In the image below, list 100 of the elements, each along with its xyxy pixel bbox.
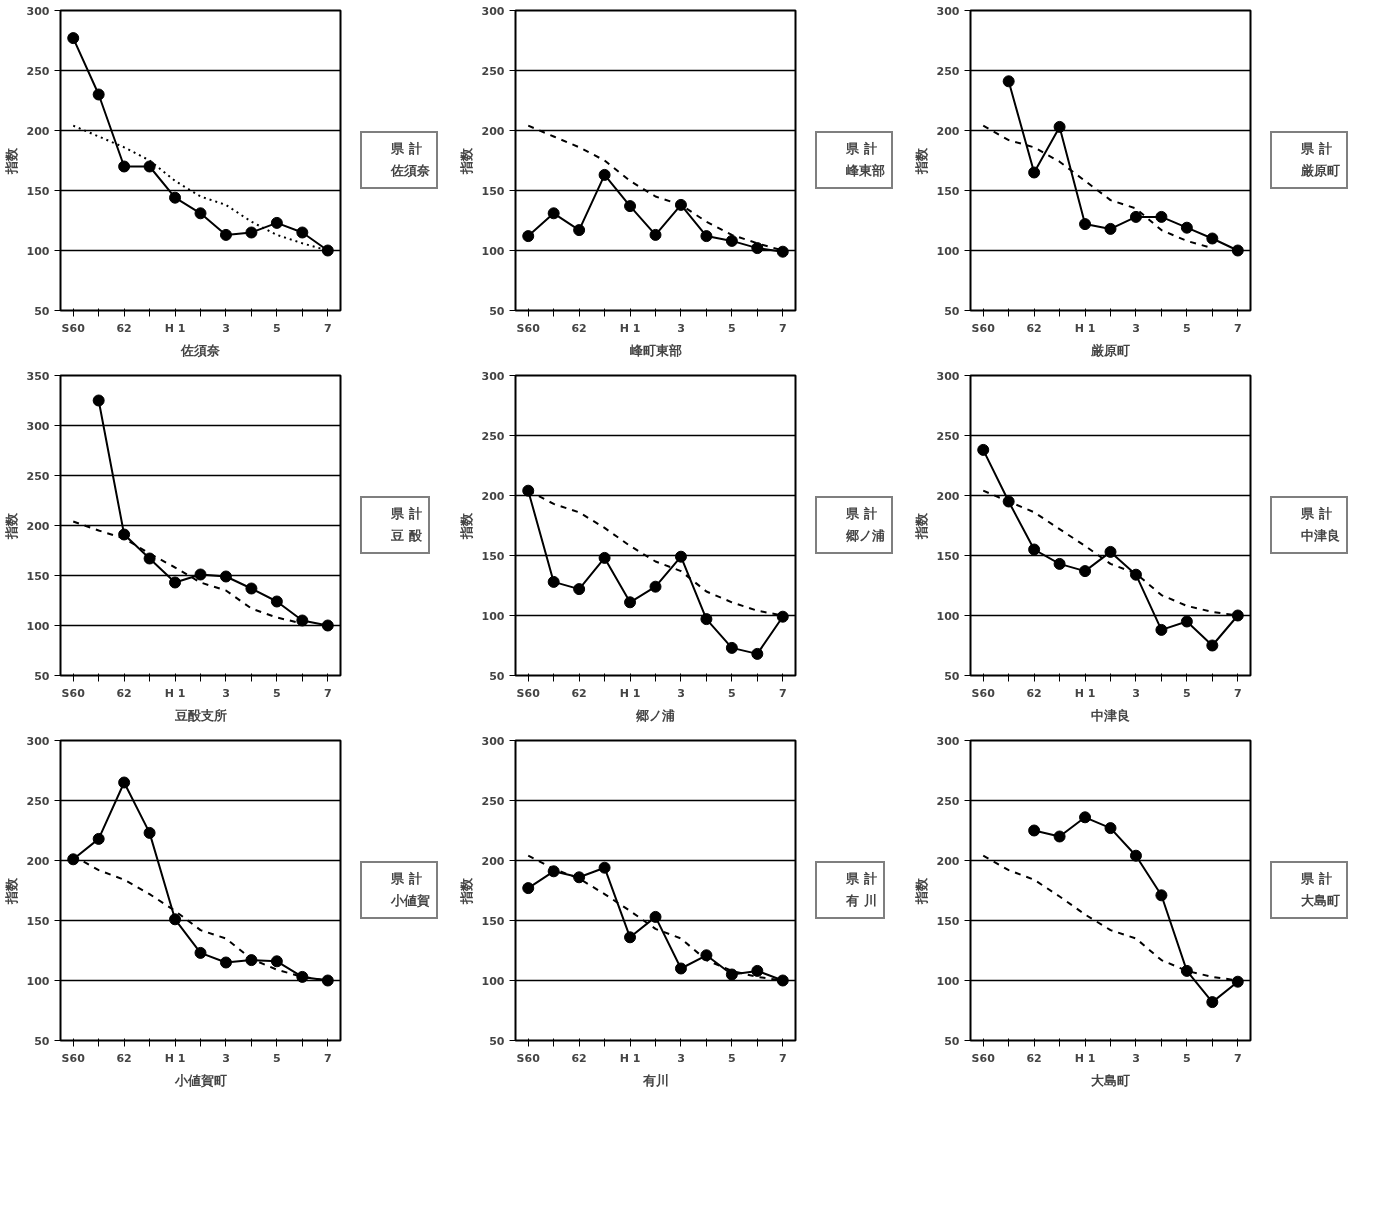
x-tick-label: 62 xyxy=(571,321,587,335)
x-tick-label: 7 xyxy=(323,1051,332,1065)
x-tick-label: 62 xyxy=(116,321,132,335)
y-tick-label: 250 xyxy=(936,794,960,808)
y-tick-label: 200 xyxy=(481,489,505,503)
x-tick-label: H 1 xyxy=(164,1051,186,1065)
x-tick-label: 7 xyxy=(323,321,332,335)
x-tick-label: 7 xyxy=(778,1051,787,1065)
x-axis-title: 有川 xyxy=(641,1072,669,1088)
x-tick-label: 5 xyxy=(728,321,736,335)
y-tick-label: 250 xyxy=(481,794,505,808)
y-tick-label: 100 xyxy=(936,974,960,988)
y-tick-label: 100 xyxy=(481,609,505,623)
y-tick-label: 100 xyxy=(481,974,505,988)
x-tick-label: 3 xyxy=(677,686,685,700)
y-tick-label: 200 xyxy=(481,854,505,868)
x-tick-label: 62 xyxy=(571,1051,587,1065)
y-tick-label: 50 xyxy=(34,304,50,318)
y-tick-label: 250 xyxy=(936,429,960,443)
y-tick-label: 50 xyxy=(489,1034,505,1048)
y-tick-label: 150 xyxy=(26,569,50,583)
x-tick-label: 62 xyxy=(1026,686,1042,700)
x-axis-title: 小値賀町 xyxy=(173,1072,227,1088)
y-tick-label: 250 xyxy=(26,794,50,808)
x-tick-label: 7 xyxy=(323,686,332,700)
x-tick-label: 62 xyxy=(116,686,132,700)
y-tick-label: 300 xyxy=(481,369,505,383)
y-tick-label: 50 xyxy=(489,304,505,318)
text: 厳原町 xyxy=(1301,162,1340,180)
y-tick-label: 200 xyxy=(26,124,50,138)
text: 県 計 xyxy=(391,505,422,523)
x-tick-label: 5 xyxy=(273,1051,281,1065)
y-tick-label: 300 xyxy=(481,4,505,18)
y-axis-title: 指数 xyxy=(913,511,929,540)
x-tick-label: 5 xyxy=(1183,686,1191,700)
y-tick-label: 50 xyxy=(34,669,50,683)
y-axis-title: 指数 xyxy=(913,876,929,905)
y-tick-label: 150 xyxy=(26,914,50,928)
x-tick-label: 7 xyxy=(778,686,787,700)
x-tick-label: 3 xyxy=(1132,1051,1140,1065)
x-tick-label: 3 xyxy=(222,686,230,700)
text: 大島町 xyxy=(1301,892,1340,910)
text: 郷ノ浦 xyxy=(846,527,885,545)
y-axis-title: 指数 xyxy=(3,876,19,905)
y-tick-label: 300 xyxy=(936,4,960,18)
x-tick-label: 7 xyxy=(1233,321,1242,335)
x-axis-title: 峰町東部 xyxy=(629,342,682,358)
x-tick-label: 3 xyxy=(1132,686,1140,700)
x-tick-label: 5 xyxy=(728,686,736,700)
y-tick-label: 100 xyxy=(26,619,50,633)
y-tick-label: 200 xyxy=(936,854,960,868)
y-tick-label: 150 xyxy=(481,184,505,198)
x-tick-label: S60 xyxy=(516,1051,541,1065)
text: 中津良 xyxy=(1301,527,1340,545)
y-tick-label: 100 xyxy=(936,609,960,623)
text: 豆 酘 xyxy=(391,527,422,545)
x-tick-label: 62 xyxy=(1026,1051,1042,1065)
x-tick-label: S60 xyxy=(61,686,86,700)
y-tick-label: 50 xyxy=(489,669,505,683)
x-tick-label: 5 xyxy=(273,321,281,335)
y-axis-title: 指数 xyxy=(3,146,19,175)
y-tick-label: 200 xyxy=(26,854,50,868)
x-tick-label: 5 xyxy=(273,686,281,700)
text: 県 計 xyxy=(846,140,877,158)
x-tick-label: 62 xyxy=(116,1051,132,1065)
x-tick-label: 5 xyxy=(1183,1051,1191,1065)
y-tick-label: 300 xyxy=(26,734,50,748)
y-tick-label: 300 xyxy=(481,734,505,748)
y-tick-label: 250 xyxy=(26,469,50,483)
x-tick-label: H 1 xyxy=(619,686,641,700)
x-tick-label: S60 xyxy=(516,686,541,700)
y-tick-label: 50 xyxy=(944,669,960,683)
y-tick-label: 300 xyxy=(936,734,960,748)
y-tick-label: 150 xyxy=(936,549,960,563)
x-tick-label: S60 xyxy=(971,686,996,700)
y-tick-label: 350 xyxy=(26,369,50,383)
x-tick-label: S60 xyxy=(61,1051,86,1065)
x-tick-label: 7 xyxy=(1233,1051,1242,1065)
y-tick-label: 300 xyxy=(936,369,960,383)
y-tick-label: 250 xyxy=(936,64,960,78)
text: 県 計 xyxy=(846,870,877,888)
text: 県 計 xyxy=(391,870,422,888)
y-tick-label: 150 xyxy=(26,184,50,198)
x-tick-label: 3 xyxy=(1132,321,1140,335)
x-tick-label: H 1 xyxy=(619,1051,641,1065)
y-tick-label: 200 xyxy=(481,124,505,138)
x-tick-label: 3 xyxy=(677,321,685,335)
x-tick-label: H 1 xyxy=(1074,686,1096,700)
x-tick-label: S60 xyxy=(971,321,996,335)
x-axis-title: 中津良 xyxy=(1091,707,1130,723)
y-tick-label: 200 xyxy=(26,519,50,533)
y-axis-title: 指数 xyxy=(458,146,474,175)
x-axis-title: 郷ノ浦 xyxy=(635,707,675,723)
y-tick-label: 250 xyxy=(481,429,505,443)
text: 佐須奈 xyxy=(391,162,430,180)
x-tick-label: 5 xyxy=(1183,321,1191,335)
y-tick-label: 200 xyxy=(936,489,960,503)
y-tick-label: 150 xyxy=(936,184,960,198)
y-tick-label: 150 xyxy=(481,914,505,928)
x-tick-label: H 1 xyxy=(1074,1051,1096,1065)
